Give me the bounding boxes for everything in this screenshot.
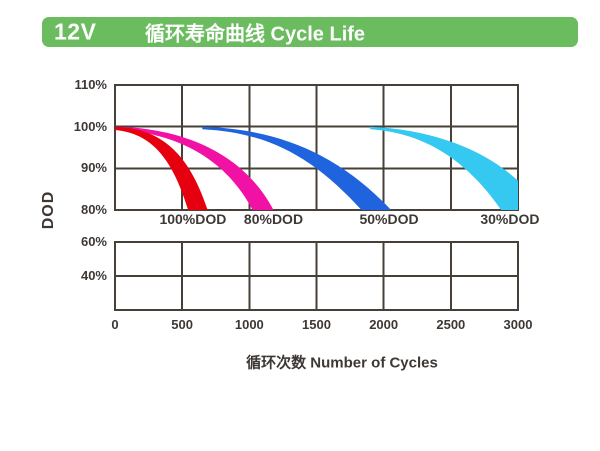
x-axis-title: 循环次数 Number of Cycles: [246, 354, 438, 372]
y-axis-title: DOD: [40, 190, 57, 230]
curve-bands: [115, 126, 518, 210]
curve-band-50pct-dod: [202, 126, 392, 210]
panel-border: [114, 84, 519, 211]
panel-border: [114, 241, 519, 311]
curve-band-30pct-dod: [370, 126, 518, 210]
curve-band-80pct-dod: [117, 126, 274, 210]
curve-band-100pct-dod: [115, 126, 208, 210]
header-bar: 12V 循环寿命曲线 Cycle Life: [42, 17, 578, 47]
header-title: 循环寿命曲线 Cycle Life: [145, 23, 366, 46]
header-voltage-label: 12V: [54, 18, 97, 45]
